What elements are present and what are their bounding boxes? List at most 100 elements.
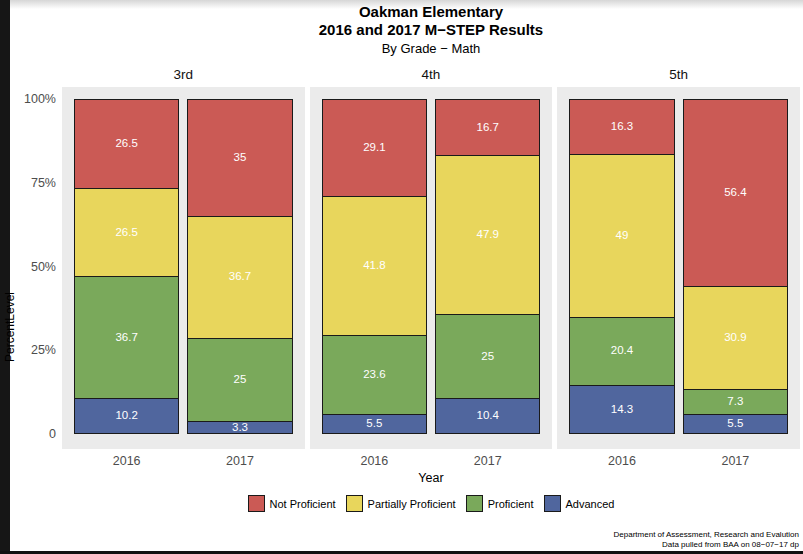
bar-segment-not-proficient: 26.5: [75, 100, 178, 188]
segment-value-label: 35: [234, 152, 247, 164]
x-tick-label: 2017: [187, 454, 292, 468]
bar-segment-partially-proficient: 41.8: [323, 196, 426, 335]
bar-segment-partially-proficient: 47.9: [436, 155, 539, 314]
bar-segment-partially-proficient: 36.7: [188, 216, 291, 338]
y-tick-label: 75%: [12, 176, 56, 190]
y-tick-label: 100%: [12, 92, 56, 106]
bar-segment-proficient: 36.7: [75, 276, 178, 398]
stacked-bar-4th-2016: 29.1 41.8 23.6 5.5: [322, 99, 427, 434]
chart-subtitle: By Grade − Math: [62, 40, 800, 57]
x-tick-label: 2017: [683, 454, 788, 468]
segment-value-label: 23.6: [363, 369, 385, 381]
bar-segment-not-proficient: 16.3: [570, 100, 673, 154]
footer-line2: Data pulled from BAA on 08−07−17 dp: [614, 540, 799, 550]
legend-item-partially-proficient: Partially Proficient: [346, 495, 456, 512]
legend-swatch: [248, 495, 265, 512]
segment-value-label: 29.1: [363, 142, 385, 154]
segment-value-label: 25: [234, 374, 247, 386]
x-axis-title: Year: [62, 471, 800, 485]
legend-swatch: [466, 495, 483, 512]
stacked-bar-4th-2017: 16.7 47.9 25 10.4: [435, 99, 540, 434]
bar-segment-advanced: 10.4: [436, 398, 539, 433]
segment-value-label: 10.4: [476, 410, 498, 422]
facet-panel-4th: 29.1 41.8 23.6 5.5 16.7 47.9 25 10.4: [310, 87, 553, 449]
bars-row: 16.3 49 20.4 14.3 56.4 30.9 7.3 5.5: [569, 99, 788, 434]
bar-segment-partially-proficient: 26.5: [75, 188, 178, 277]
legend-item-proficient: Proficient: [466, 495, 534, 512]
x-tick-label: 2016: [569, 454, 674, 468]
legend-label: Proficient: [488, 498, 534, 510]
bar-segment-not-proficient: 35: [188, 100, 291, 216]
bar-segment-not-proficient: 56.4: [684, 100, 787, 286]
stacked-bar-3rd-2016: 26.5 26.5 36.7 10.2: [74, 99, 179, 434]
y-tick-label: 0: [12, 427, 56, 441]
segment-value-label: 26.5: [115, 138, 137, 150]
legend-swatch: [544, 495, 561, 512]
stacked-bar-5th-2017: 56.4 30.9 7.3 5.5: [683, 99, 788, 434]
segment-value-label: 41.8: [363, 260, 385, 272]
legend-item-not-proficient: Not Proficient: [248, 495, 336, 512]
facet-xticks-5th: 2016 2017: [557, 449, 800, 468]
footer-note: Department of Assessment, Research and E…: [614, 530, 799, 549]
segment-value-label: 26.5: [115, 227, 137, 239]
bar-segment-partially-proficient: 30.9: [684, 286, 787, 389]
segment-value-label: 7.3: [727, 396, 743, 408]
legend-label: Advanced: [566, 498, 615, 510]
faceted-bar-chart: 3rd4th5th 26.5 26.5 36.7 10.2 35 36.7 25 3.3 29.…: [0, 62, 803, 485]
bar-segment-advanced: 3.3: [188, 421, 291, 433]
facet-panel-5th: 16.3 49 20.4 14.3 56.4 30.9 7.3 5.5: [557, 87, 800, 449]
bar-segment-proficient: 7.3: [684, 389, 787, 414]
facet-xticks-4th: 20162017: [310, 449, 553, 468]
footer-line1: Department of Assessment, Research and E…: [614, 530, 799, 540]
x-tick-label: 2016: [322, 454, 427, 468]
legend-swatch: [346, 495, 363, 512]
segment-value-label: 56.4: [724, 187, 746, 199]
segment-value-label: 47.9: [476, 229, 498, 241]
chart-legend: Not Proficient Partially Proficient Profic…: [62, 495, 800, 512]
stacked-bar-5th-2016: 16.3 49 20.4 14.3: [569, 99, 674, 434]
chart-title-line2: 2016 and 2017 M−STEP Results: [62, 21, 800, 39]
stacked-bar-3rd-2017: 35 36.7 25 3.3: [187, 99, 292, 434]
bars-row: 29.1 41.8 23.6 5.5 16.7 47.9 25 10.4: [322, 99, 541, 434]
segment-value-label: 16.7: [476, 122, 498, 134]
bar-segment-advanced: 5.5: [323, 414, 426, 433]
chart-titles: Oakman Elementary 2016 and 2017 M−STEP R…: [62, 3, 800, 57]
chart-title-line1: Oakman Elementary: [62, 3, 800, 21]
bar-segment-proficient: 25: [188, 338, 291, 422]
x-tick-label: 2016: [74, 454, 179, 468]
bar-segment-advanced: 14.3: [570, 385, 673, 433]
legend-item-advanced: Advanced: [544, 495, 615, 512]
bar-segment-proficient: 20.4: [570, 317, 673, 385]
segment-value-label: 36.7: [229, 271, 251, 283]
x-axis-tick-row: 201620172016201720162017: [62, 449, 800, 468]
segment-value-label: 20.4: [611, 345, 633, 357]
bar-segment-proficient: 25: [436, 314, 539, 398]
segment-value-label: 5.5: [727, 418, 743, 430]
y-tick-label: 50%: [12, 260, 56, 274]
facet-panel-3rd: 26.5 26.5 36.7 10.2 35 36.7 25 3.3: [62, 87, 305, 449]
legend-label: Partially Proficient: [368, 498, 456, 510]
segment-value-label: 14.3: [611, 404, 633, 416]
y-axis-title: PercentLevel: [3, 277, 17, 377]
bar-segment-not-proficient: 16.7: [436, 100, 539, 155]
bar-segment-partially-proficient: 49: [570, 154, 673, 317]
bar-segment-advanced: 10.2: [75, 398, 178, 433]
facet-panel-row: 26.5 26.5 36.7 10.2 35 36.7 25 3.3 29.1 41.8 23.6 5…: [62, 87, 800, 449]
bars-row: 26.5 26.5 36.7 10.2 35 36.7 25 3.3: [74, 99, 293, 434]
plot-page: Oakman Elementary 2016 and 2017 M−STEP R…: [0, 0, 803, 554]
y-tick-label: 25%: [12, 343, 56, 357]
facet-strip-row: 3rd4th5th: [62, 62, 800, 87]
bar-segment-proficient: 23.6: [323, 335, 426, 414]
bar-segment-not-proficient: 29.1: [323, 100, 426, 196]
facet-xticks-3rd: 2016 2017: [62, 449, 305, 468]
segment-value-label: 36.7: [115, 332, 137, 344]
bar-segment-advanced: 5.5: [684, 414, 787, 433]
segment-value-label: 16.3: [611, 121, 633, 133]
segment-value-label: 3.3: [232, 422, 248, 434]
segment-value-label: 49: [616, 230, 629, 242]
facet-label-5th: 5th: [557, 62, 800, 87]
segment-value-label: 30.9: [724, 332, 746, 344]
segment-value-label: 5.5: [366, 418, 382, 430]
facet-label-3rd: 3rd: [62, 62, 305, 87]
facet-label-4th: 4th: [310, 62, 553, 87]
